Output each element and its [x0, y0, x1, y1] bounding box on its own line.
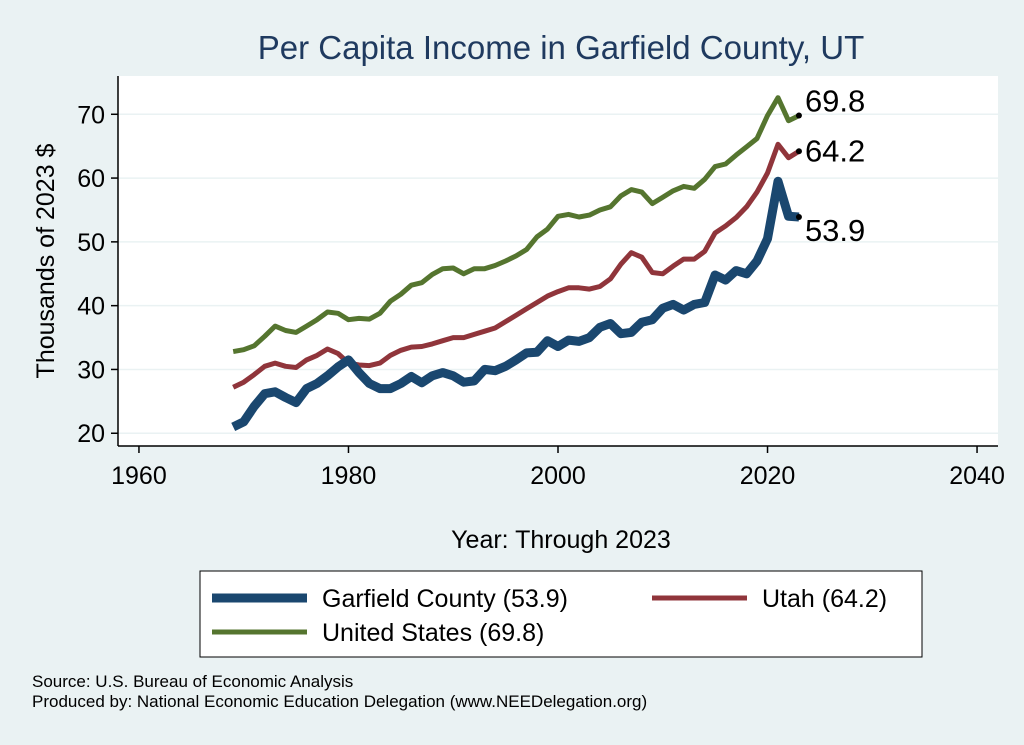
x-tick-label-1960: 1960 [111, 462, 167, 490]
y-tick-label-20: 20 [77, 420, 105, 448]
legend-label-utah: Utah (64.2) [762, 585, 887, 613]
end-label-garfield-county: 53.9 [805, 213, 865, 248]
y-tick-label-40: 40 [77, 293, 105, 321]
legend-label-garfield: Garfield County (53.9) [322, 585, 568, 613]
end-marker-garfield-county [795, 213, 802, 220]
end-label-utah: 64.2 [805, 133, 865, 168]
legend: Garfield County (53.9) Utah (64.2) Unite… [199, 570, 923, 658]
plot-area [118, 76, 998, 446]
end-labels: 53.9 64.2 69.8 [795, 84, 865, 248]
end-label-united-states: 69.8 [805, 84, 865, 119]
source-note: Source: U.S. Bureau of Economic Analysis [32, 672, 353, 691]
series-line-utah [232, 141, 801, 390]
legend-box [199, 570, 923, 658]
x-tick-label-2040: 2040 [949, 462, 1005, 490]
y-tick-label-30: 30 [77, 356, 105, 384]
x-tick-label-2020: 2020 [740, 462, 796, 490]
series-line-united-states [232, 95, 801, 355]
x-tick-label-2000: 2000 [530, 462, 586, 490]
end-marker-utah [795, 148, 802, 155]
chart-title: Per Capita Income in Garfield County, UT [258, 29, 864, 66]
y-tick-label-70: 70 [77, 101, 105, 129]
x-axis-label: Year: Through 2023 [451, 526, 671, 554]
series-line-garfield-county [231, 176, 800, 431]
produced-by-note: Produced by: National Economic Education… [32, 692, 647, 711]
x-tick-label-1980: 1980 [321, 462, 377, 490]
legend-label-united-states: United States (69.8) [322, 619, 544, 647]
axes: 20 30 40 50 60 70 1960 1980 2000 2020 2040 [77, 76, 1005, 490]
series-group [231, 95, 801, 431]
y-tick-label-50: 50 [77, 229, 105, 257]
end-marker-united-states [795, 112, 802, 119]
y-axis-label: Thousands of 2023 $ [32, 143, 60, 378]
y-tick-label-60: 60 [77, 165, 105, 193]
